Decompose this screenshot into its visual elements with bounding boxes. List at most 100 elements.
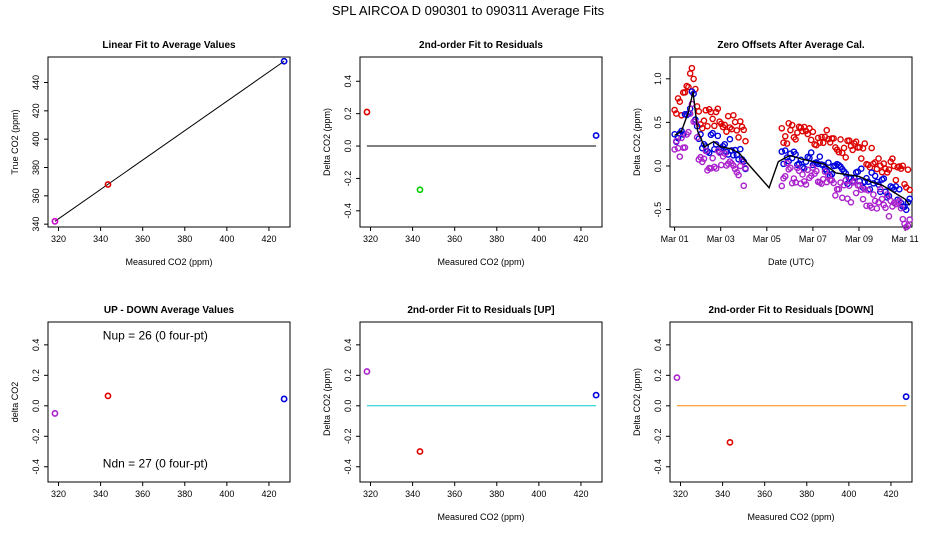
x-tick-label: 340 (93, 234, 108, 244)
data-point-zero-3 (692, 118, 699, 125)
data-point-zero-2 (714, 132, 722, 140)
data-point-zero-1 (845, 137, 853, 144)
plot-frame (359, 321, 603, 483)
data-point (363, 108, 371, 116)
data-point-zero-1 (840, 144, 848, 152)
data-point-zero-1 (736, 118, 744, 125)
data-point-zero-3 (685, 128, 692, 136)
data-point-zero-3 (700, 155, 708, 163)
data-point (416, 448, 424, 455)
data-point-zero-1 (704, 122, 711, 130)
chart-title: Zero Offsets After Average Cal. (717, 40, 864, 51)
x-tick-label: 380 (489, 234, 504, 244)
data-point-zero-1 (717, 120, 725, 128)
x-tick-label: Mar 07 (799, 234, 827, 244)
x-tick-label: 420 (883, 489, 898, 499)
data-point-zero-3 (861, 186, 869, 193)
data-point (280, 57, 288, 65)
data-point-zero-3 (885, 213, 893, 220)
data-point-zero-3 (735, 171, 742, 179)
data-point-zero-2 (736, 145, 744, 153)
x-tick-label: 320 (51, 489, 66, 499)
data-point-zero-3 (671, 146, 678, 153)
data-point-zero-2 (868, 169, 875, 176)
panel-p1: Linear Fit to Average Values 320 340 360 380… (10, 40, 291, 267)
data-point-zero-3 (673, 137, 680, 145)
data-point (104, 392, 112, 400)
data-point-zero-3 (802, 181, 810, 188)
data-point-zero-3 (878, 195, 886, 203)
x-tick-label: 380 (799, 489, 814, 499)
y-axis-label: delta CO2 (10, 382, 20, 423)
x-tick-label: 380 (489, 489, 504, 499)
data-point-zero-3 (838, 194, 846, 202)
data-point-zero-3 (851, 177, 858, 185)
data-point (363, 368, 371, 375)
data-point-zero-3 (873, 205, 881, 212)
y-tick-label: -0.2 (31, 429, 41, 445)
data-point-zero-1 (788, 121, 796, 129)
data-point-zero-2 (857, 165, 865, 173)
data-point (726, 438, 734, 446)
chart-title: 2nd-order Fit to Residuals [DOWN] (709, 305, 874, 316)
data-point-zero-1 (781, 132, 789, 140)
data-point-zero-3 (721, 150, 729, 157)
x-tick-label: 400 (841, 489, 856, 499)
data-point-zero-1 (875, 155, 882, 162)
y-tick-label: 400 (31, 132, 41, 147)
y-tick-label: -0.4 (653, 459, 663, 475)
data-point-zero-1 (681, 89, 689, 96)
data-point-zero-1 (835, 148, 843, 156)
x-tick-label: 320 (673, 489, 688, 499)
data-point-zero-1 (807, 136, 815, 144)
data-point-zero-1 (712, 108, 720, 116)
chart-title: 2nd-order Fit to Residuals (419, 40, 543, 51)
y-tick-label: 440 (31, 75, 41, 90)
data-point-zero-3 (906, 216, 913, 223)
data-point-zero-1 (676, 98, 684, 105)
data-point-zero-3 (730, 162, 737, 169)
data-point-zero-3 (742, 164, 749, 172)
data-point-zero-1 (830, 135, 837, 142)
annotation: Nup = 26 (0 four-pt) (103, 329, 208, 343)
data-point-zero-1 (794, 129, 801, 136)
y-tick-label: -0.2 (653, 429, 663, 445)
data-point-zero-2 (778, 148, 786, 155)
data-point-zero-3 (870, 191, 877, 198)
x-tick-label: 360 (135, 234, 150, 244)
x-tick-label: 320 (363, 234, 378, 244)
x-tick-label: Mar 09 (845, 234, 873, 244)
data-point (592, 391, 600, 399)
y-axis-label: Delta CO2 (ppm) (632, 368, 642, 436)
data-point-zero-2 (889, 184, 896, 191)
x-tick-label: 320 (51, 234, 66, 244)
data-point-zero-2 (871, 172, 879, 180)
data-point-zero-3 (845, 182, 853, 190)
x-axis-label: Measured CO2 (ppm) (437, 512, 524, 522)
data-point-zero-1 (868, 144, 875, 152)
data-point-zero-3 (678, 134, 685, 142)
data-point-zero-2 (880, 175, 888, 182)
data-point-zero-2 (825, 159, 832, 166)
data-point-zero-3 (892, 200, 900, 208)
data-point-zero-1 (873, 165, 881, 173)
data-point-zero-1 (726, 124, 734, 131)
data-point-zero-2 (828, 171, 836, 178)
data-point-zero-1 (721, 121, 729, 129)
x-tick-label: 360 (757, 489, 772, 499)
data-point-zero-3 (852, 189, 860, 197)
data-point-zero-1 (714, 105, 722, 113)
data-point-zero-3 (835, 185, 843, 193)
x-tick-label: 400 (531, 489, 546, 499)
data-point-zero-1 (792, 136, 799, 143)
data-point-zero-1 (785, 119, 792, 127)
chart-title: UP - DOWN Average Values (104, 305, 235, 316)
data-point-zero-1 (674, 95, 682, 102)
data-point-zero-3 (871, 197, 879, 205)
data-point-zero-2 (904, 198, 912, 206)
y-tick-label: 0.4 (31, 339, 41, 352)
data-point-zero-3 (830, 179, 837, 187)
y-tick-label: 340 (31, 217, 41, 232)
data-point-zero-1 (711, 122, 718, 130)
